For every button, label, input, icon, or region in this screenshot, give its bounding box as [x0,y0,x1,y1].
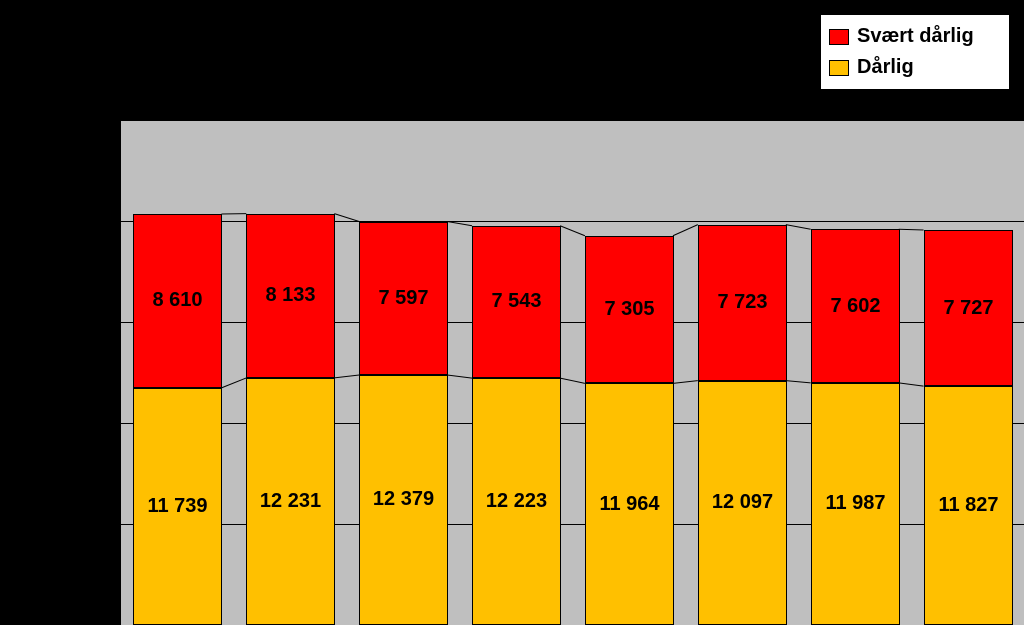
bar-value-label: 7 305 [604,298,654,321]
legend-swatch-svaert-darlig [829,29,849,45]
bars-layer: 11 739 8 610 12 231 8 133 12 379 7 597 12 223 7… [121,120,1024,625]
bar-segment-svaert_darlig: 7 543 [472,226,560,378]
bar-segment-darlig: 11 827 [924,386,1012,625]
bar-value-label: 11 987 [825,492,885,515]
bar-value-label: 11 964 [599,493,659,516]
legend-item-darlig: Dårlig [829,52,1001,83]
bar-segment-darlig: 11 987 [811,383,899,625]
bar-segment-darlig: 11 739 [133,388,221,625]
bar-value-label: 12 097 [712,491,773,514]
legend-label-darlig: Dårlig [857,56,914,79]
bar-value-label: 12 379 [373,488,434,511]
bar-segment-svaert_darlig: 7 727 [924,230,1012,386]
legend: Svært dårlig Dårlig [820,14,1010,90]
bar-segment-darlig: 12 379 [359,375,447,625]
bar-segment-svaert_darlig: 8 610 [133,214,221,388]
bar-value-label: 7 543 [491,290,541,313]
bar-value-label: 12 231 [260,490,321,513]
bar-value-label: 11 739 [147,495,207,518]
chart-canvas: Svært dårlig Dårlig 11 739 8 610 12 231 8 1… [0,0,1024,625]
bar-value-label: 7 723 [717,291,767,314]
bar-segment-svaert_darlig: 8 133 [246,214,334,378]
bar-value-label: 7 602 [830,295,880,318]
legend-label-svaert-darlig: Svært dårlig [857,25,974,48]
bar-segment-svaert_darlig: 7 597 [359,222,447,375]
bar-value-label: 12 223 [486,490,547,513]
bar-value-label: 8 610 [152,289,202,312]
bar-segment-darlig: 12 097 [698,381,786,625]
bar-value-label: 8 133 [265,284,315,307]
bar-segment-darlig: 11 964 [585,383,673,625]
legend-swatch-darlig [829,60,849,76]
bar-value-label: 7 597 [378,287,428,310]
bar-segment-svaert_darlig: 7 602 [811,229,899,383]
bar-value-label: 7 727 [943,297,993,320]
bar-segment-darlig: 12 231 [246,378,334,625]
legend-item-svaert-darlig: Svært dårlig [829,21,1001,52]
plot-area: 11 739 8 610 12 231 8 133 12 379 7 597 12 223 7… [120,120,1024,625]
bar-segment-darlig: 12 223 [472,378,560,625]
bar-segment-svaert_darlig: 7 723 [698,225,786,381]
bar-value-label: 11 827 [938,494,998,517]
bar-segment-svaert_darlig: 7 305 [585,236,673,384]
